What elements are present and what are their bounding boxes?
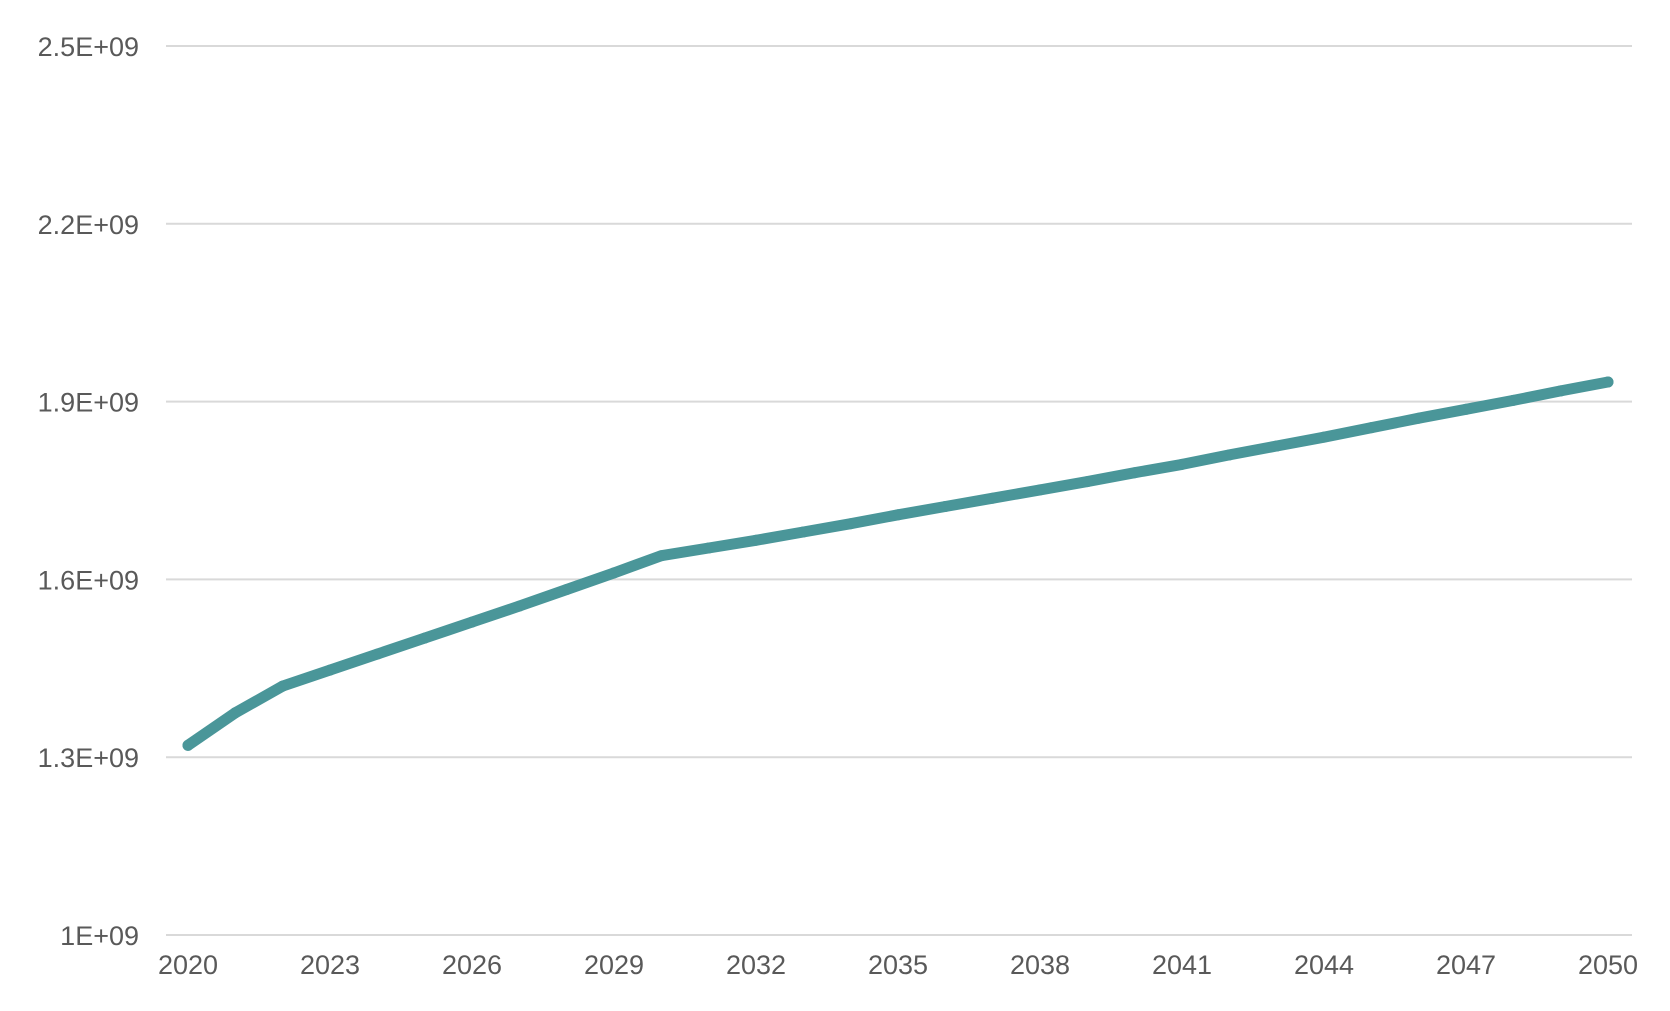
- data-point: [561, 583, 573, 595]
- data-point: [1602, 376, 1614, 388]
- x-tick-label: 2023: [300, 950, 360, 980]
- data-point: [1271, 440, 1283, 452]
- x-tick-label: 2044: [1294, 950, 1354, 980]
- data-point: [1081, 476, 1093, 488]
- x-tick-label: 2041: [1152, 950, 1212, 980]
- series-line: [182, 376, 1614, 751]
- data-point: [892, 509, 904, 521]
- data-point: [1413, 412, 1425, 424]
- data-point: [1507, 394, 1519, 406]
- data-point: [277, 680, 289, 692]
- y-tick-label: 1E+09: [60, 921, 139, 951]
- data-point: [419, 632, 431, 644]
- x-axis-tick-labels: 2020 2023 2026 2029 2032 2035 2038 2041 2044 2047…: [158, 950, 1638, 980]
- x-tick-label: 2026: [442, 950, 502, 980]
- x-tick-label: 2032: [726, 950, 786, 980]
- data-point: [371, 648, 383, 660]
- data-point: [324, 664, 336, 676]
- data-point: [513, 600, 525, 612]
- x-tick-label: 2050: [1578, 950, 1638, 980]
- data-point: [1460, 403, 1472, 415]
- x-tick-label: 2029: [584, 950, 644, 980]
- y-tick-label: 1.6E+09: [38, 565, 139, 595]
- series-lines: [182, 376, 1614, 751]
- data-point: [1365, 422, 1377, 434]
- x-tick-label: 2035: [868, 950, 928, 980]
- data-point: [1034, 484, 1046, 496]
- data-point: [1555, 385, 1567, 397]
- data-point: [466, 616, 478, 628]
- data-point: [1176, 458, 1188, 470]
- x-tick-label: 2047: [1436, 950, 1496, 980]
- y-tick-label: 2.2E+09: [38, 210, 139, 240]
- data-point: [1223, 449, 1235, 461]
- data-point: [797, 526, 809, 538]
- data-point: [182, 739, 194, 751]
- data-point: [1318, 431, 1330, 443]
- data-point: [987, 492, 999, 504]
- x-tick-label: 2020: [158, 950, 218, 980]
- data-point: [703, 542, 715, 554]
- data-point: [750, 534, 762, 546]
- data-point: [229, 707, 241, 719]
- y-axis-tick-labels: 1E+09 1.3E+09 1.6E+09 1.9E+09 2.2E+09 2.5E+09: [38, 32, 139, 951]
- x-tick-label: 2038: [1010, 950, 1070, 980]
- y-tick-label: 1.9E+09: [38, 388, 139, 418]
- y-tick-label: 2.5E+09: [38, 32, 139, 62]
- y-tick-label: 1.3E+09: [38, 743, 139, 773]
- data-point: [608, 567, 620, 579]
- data-point: [939, 501, 951, 513]
- data-point: [655, 550, 667, 562]
- data-point: [845, 518, 857, 530]
- gridlines: [166, 45, 1632, 936]
- data-point: [1129, 467, 1141, 479]
